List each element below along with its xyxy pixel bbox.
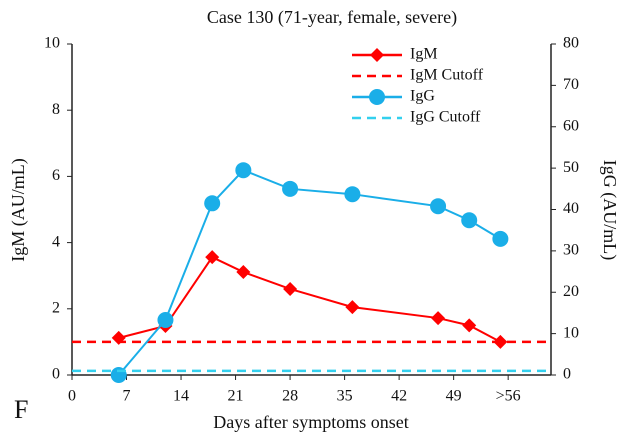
y-tick-label: 10 — [44, 35, 60, 52]
legend-label: IgM — [410, 46, 438, 63]
legend-marker — [370, 48, 384, 62]
panel-label: F — [14, 395, 28, 424]
y2-tick-label: 30 — [563, 242, 579, 259]
y2-tick-label: 70 — [563, 76, 579, 93]
x-tick-label: 21 — [228, 388, 244, 405]
x-tick-label: 49 — [446, 388, 462, 405]
point — [344, 186, 361, 203]
point — [430, 198, 447, 215]
point — [282, 180, 299, 197]
point — [236, 265, 251, 280]
y-tick-label: 0 — [52, 366, 60, 383]
x-tick-label: 7 — [123, 388, 131, 405]
legend-label: IgG — [410, 88, 435, 105]
chart-title: Case 130 (71-year, female, severe) — [207, 7, 457, 28]
y-tick-label: 8 — [52, 101, 60, 118]
y2-tick-label: 60 — [563, 117, 579, 134]
y2-tick-label: 80 — [563, 35, 579, 52]
point — [235, 162, 252, 179]
y2-tick-label: 20 — [563, 283, 579, 300]
y2-tick-label: 10 — [563, 324, 579, 341]
point — [283, 281, 298, 296]
point — [492, 230, 509, 247]
series-line — [118, 255, 501, 343]
y-tick-label: 2 — [52, 299, 60, 316]
point — [157, 311, 174, 328]
x-tick-label: 28 — [282, 388, 298, 405]
point — [345, 300, 360, 315]
point — [205, 250, 220, 265]
y2-tick-label: 50 — [563, 159, 579, 176]
point — [431, 311, 446, 326]
y-tick-label: 4 — [52, 233, 60, 250]
y2-tick-label: 0 — [563, 366, 571, 383]
point — [462, 318, 477, 333]
x-tick-label: >56 — [496, 388, 521, 405]
point — [204, 195, 221, 212]
y2-axis-label: IgG (AU/mL) — [599, 160, 620, 260]
legend-label: IgM Cutoff — [410, 67, 484, 84]
x-axis-label: Days after symptoms onset — [213, 412, 408, 432]
x-tick-label: 35 — [337, 388, 353, 405]
x-tick-label: 14 — [173, 388, 189, 405]
legend-marker — [369, 89, 385, 105]
y-tick-label: 6 — [52, 167, 60, 184]
point — [110, 367, 127, 383]
legend-label: IgG Cutoff — [410, 109, 481, 126]
point — [461, 212, 478, 229]
y2-tick-label: 40 — [563, 200, 579, 217]
y-axis-label: IgM (AU/mL) — [8, 158, 29, 261]
x-tick-label: 42 — [391, 388, 407, 405]
x-tick-label: 0 — [68, 388, 76, 405]
